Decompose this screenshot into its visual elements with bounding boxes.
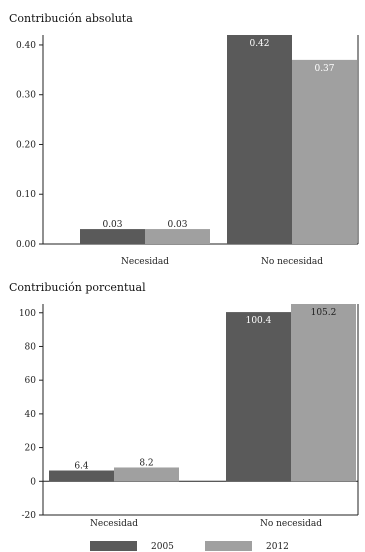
data-label: 6.4 [74, 462, 89, 472]
y-tick-label: 0.30 [16, 91, 36, 101]
y-tick-label: 0.10 [16, 190, 36, 200]
data-label: 0.03 [167, 220, 187, 230]
data-label: 100.4 [246, 316, 272, 326]
data-label: 8.2 [139, 458, 153, 468]
y-tick-label: 0 [30, 477, 36, 487]
chart-panel-absolute: 0.00 0.10 0.20 0.30 0.40 0.03 0.03 Necesidad 0.4… [16, 35, 359, 267]
legend-label-2012: 2012 [266, 542, 289, 552]
chart-panel-percent: -20 0 20 40 60 80 100 6.4 8.2 Necesidad 100.4 105.2… [19, 304, 359, 529]
category-label: No necesidad [261, 257, 323, 267]
bar-2005-1 [227, 35, 292, 244]
chart-title-percent: Contribución porcentual [9, 281, 146, 294]
bar-2012-1 [292, 59, 357, 244]
y-tick-label: 0.00 [16, 240, 36, 250]
data-label: 0.42 [249, 39, 269, 49]
bar-2005-0 [80, 229, 145, 244]
y-tick-label: 40 [25, 410, 37, 420]
data-label: 0.37 [314, 64, 334, 74]
y-tick-label: 80 [25, 342, 37, 352]
category-label: Necesidad [90, 519, 138, 529]
y-tick-label: -20 [22, 511, 37, 521]
y-tick-label: 0.40 [16, 41, 36, 51]
category-label: Necesidad [121, 257, 169, 267]
chart-title-absolute: Contribución absoluta [9, 12, 133, 25]
data-label: 0.03 [102, 220, 122, 230]
legend-swatch-2005 [90, 541, 137, 551]
bar-2012-0 [145, 229, 210, 244]
bar-2005-1 [226, 312, 291, 482]
legend-swatch-2012 [205, 541, 252, 551]
y-tick-label: 60 [25, 376, 37, 386]
y-tick-label: 0.20 [16, 140, 36, 150]
category-label: No necesidad [260, 519, 322, 529]
y-tick-label: 100 [19, 309, 36, 319]
bar-2005-0 [49, 470, 114, 482]
data-label: 105.2 [311, 308, 337, 318]
y-tick-label: 20 [25, 444, 37, 454]
bar-2012-0 [114, 467, 179, 482]
legend-label-2005: 2005 [151, 542, 174, 552]
bar-2012-1 [291, 304, 356, 482]
legend: 2005 2012 [90, 541, 289, 552]
